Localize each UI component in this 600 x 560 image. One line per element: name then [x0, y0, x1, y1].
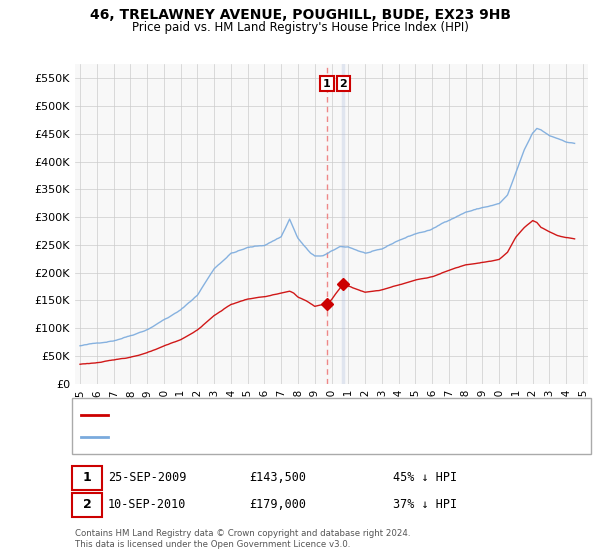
Text: 2: 2 [83, 497, 91, 511]
Text: 45% ↓ HPI: 45% ↓ HPI [393, 470, 457, 484]
Text: 37% ↓ HPI: 37% ↓ HPI [393, 497, 457, 511]
Text: 2: 2 [340, 78, 347, 88]
Text: Price paid vs. HM Land Registry's House Price Index (HPI): Price paid vs. HM Land Registry's House … [131, 21, 469, 34]
Text: £179,000: £179,000 [249, 497, 306, 511]
Text: 10-SEP-2010: 10-SEP-2010 [108, 497, 187, 511]
Bar [583, 64, 588, 384]
Text: 46, TRELAWNEY AVENUE, POUGHILL, BUDE, EX23 9HB: 46, TRELAWNEY AVENUE, POUGHILL, BUDE, EX… [89, 8, 511, 22]
Text: £143,500: £143,500 [249, 470, 306, 484]
Text: Contains HM Land Registry data © Crown copyright and database right 2024.
This d: Contains HM Land Registry data © Crown c… [75, 529, 410, 549]
Text: 46, TRELAWNEY AVENUE, POUGHILL, BUDE, EX23 9HB (detached house): 46, TRELAWNEY AVENUE, POUGHILL, BUDE, EX… [112, 409, 488, 419]
Text: 25-SEP-2009: 25-SEP-2009 [108, 470, 187, 484]
Text: 1: 1 [323, 78, 331, 88]
Text: HPI: Average price, detached house, Cornwall: HPI: Average price, detached house, Corn… [112, 432, 350, 442]
Text: 1: 1 [83, 470, 91, 484]
